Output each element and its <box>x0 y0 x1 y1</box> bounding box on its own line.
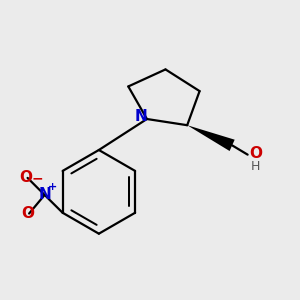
Text: O: O <box>249 146 262 160</box>
Text: O: O <box>20 170 32 185</box>
Polygon shape <box>187 125 235 151</box>
Text: N: N <box>38 188 51 202</box>
Text: N: N <box>134 109 147 124</box>
Text: −: − <box>32 171 43 185</box>
Text: +: + <box>48 182 57 192</box>
Text: O: O <box>21 206 34 221</box>
Text: H: H <box>251 160 260 173</box>
